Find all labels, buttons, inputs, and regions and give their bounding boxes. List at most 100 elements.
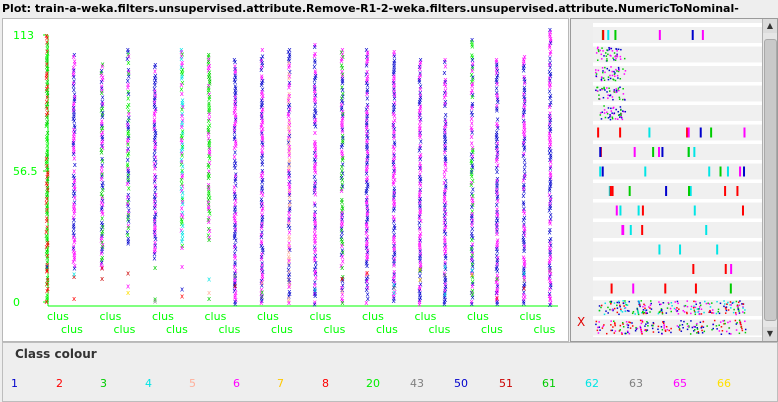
thumbnail-point[interactable] bbox=[595, 323, 597, 326]
thumbnail-mark[interactable] bbox=[739, 166, 742, 177]
thumbnail-point[interactable] bbox=[643, 311, 646, 314]
thumbnail-point[interactable] bbox=[645, 323, 647, 325]
legend-item[interactable]: 8 bbox=[322, 377, 329, 390]
thumbnail-point[interactable] bbox=[606, 111, 608, 113]
thumbnail-point[interactable] bbox=[725, 306, 728, 308]
thumbnail-point[interactable] bbox=[607, 94, 609, 96]
thumbnail-point[interactable] bbox=[652, 324, 654, 327]
thumbnail-point[interactable] bbox=[609, 115, 612, 117]
thumbnail-point[interactable] bbox=[624, 307, 627, 309]
thumbnail-point[interactable] bbox=[695, 324, 698, 326]
thumbnail-point[interactable] bbox=[709, 309, 711, 312]
thumbnail-mark[interactable] bbox=[689, 186, 692, 196]
thumbnail-point[interactable] bbox=[614, 324, 616, 327]
thumbnail-point[interactable] bbox=[622, 88, 624, 90]
scroll-up-icon[interactable]: ▲ bbox=[763, 19, 777, 33]
thumbnail-point[interactable] bbox=[609, 77, 612, 80]
thumbnail-point[interactable] bbox=[737, 301, 740, 304]
thumbnail-point[interactable] bbox=[604, 66, 606, 69]
thumbnail-point[interactable] bbox=[678, 326, 680, 328]
thumbnail-point[interactable] bbox=[598, 326, 601, 328]
thumbnail-point[interactable] bbox=[610, 303, 612, 305]
thumbnail-mark[interactable] bbox=[619, 127, 622, 138]
thumbnail-point[interactable] bbox=[634, 313, 636, 315]
thumbnail-point[interactable] bbox=[737, 308, 740, 311]
thumbnail-point[interactable] bbox=[626, 324, 629, 326]
thumbnail-point[interactable] bbox=[639, 319, 642, 322]
thumbnail-point[interactable] bbox=[613, 89, 616, 91]
thumbnail-point[interactable] bbox=[676, 325, 679, 327]
thumbnail-point[interactable] bbox=[739, 321, 741, 323]
thumbnail-point[interactable] bbox=[671, 304, 673, 307]
thumbnail-point[interactable] bbox=[603, 55, 605, 57]
thumbnail-mark[interactable] bbox=[602, 30, 605, 40]
thumbnail-point[interactable] bbox=[702, 326, 705, 329]
thumbnail-point[interactable] bbox=[652, 321, 655, 324]
thumbnail-point[interactable] bbox=[614, 79, 617, 82]
thumbnail-point[interactable] bbox=[603, 112, 606, 114]
legend-item[interactable]: 2 bbox=[56, 377, 63, 390]
thumbnail-mark[interactable] bbox=[601, 166, 604, 177]
thumbnail-point[interactable] bbox=[613, 302, 616, 304]
thumbnail-point[interactable] bbox=[615, 68, 617, 71]
thumbnail-point[interactable] bbox=[636, 327, 639, 330]
thumbnail-point[interactable] bbox=[606, 91, 608, 93]
thumbnail-point[interactable] bbox=[723, 323, 725, 325]
attribute-thumbnail[interactable] bbox=[593, 85, 763, 102]
thumbnail-mark[interactable] bbox=[628, 186, 631, 196]
thumbnail-point[interactable] bbox=[661, 310, 663, 313]
thumbnail-point[interactable] bbox=[595, 69, 597, 71]
thumbnail-mark[interactable] bbox=[708, 166, 711, 177]
thumbnail-point[interactable] bbox=[610, 324, 612, 326]
thumbnail-point[interactable] bbox=[597, 49, 600, 51]
thumbnail-point[interactable] bbox=[640, 331, 643, 334]
thumbnail-point[interactable] bbox=[614, 72, 616, 74]
thumbnail-point[interactable] bbox=[604, 52, 607, 54]
thumbnail-point[interactable] bbox=[598, 94, 600, 96]
thumbnail-point[interactable] bbox=[696, 327, 698, 329]
thumbnail-mark[interactable] bbox=[615, 205, 618, 216]
thumbnail-point[interactable] bbox=[738, 312, 741, 314]
thumbnail-point[interactable] bbox=[729, 301, 732, 303]
thumbnail-point[interactable] bbox=[616, 307, 619, 309]
legend-item[interactable]: 20 bbox=[366, 377, 380, 390]
thumbnail-point[interactable] bbox=[628, 300, 631, 303]
thumbnail-point[interactable] bbox=[716, 328, 718, 330]
thumbnail-mark[interactable] bbox=[687, 147, 690, 157]
thumbnail-mark[interactable] bbox=[686, 127, 689, 138]
thumbnail-point[interactable] bbox=[606, 59, 608, 62]
thumbnail-point[interactable] bbox=[600, 76, 603, 78]
thumbnail-point[interactable] bbox=[657, 328, 659, 331]
thumbnail-point[interactable] bbox=[699, 302, 701, 304]
thumbnail-point[interactable] bbox=[720, 333, 723, 335]
thumbnail-point[interactable] bbox=[622, 110, 625, 113]
thumbnail-mark[interactable] bbox=[599, 166, 602, 177]
thumbnail-point[interactable] bbox=[686, 305, 689, 308]
thumbnail-point[interactable] bbox=[621, 322, 624, 324]
thumbnail-point[interactable] bbox=[703, 311, 705, 314]
thumbnail-point[interactable] bbox=[660, 309, 663, 312]
thumbnail-point[interactable] bbox=[705, 302, 708, 305]
thumbnail-point[interactable] bbox=[603, 105, 605, 107]
thumbnail-point[interactable] bbox=[729, 304, 731, 306]
thumbnail-point[interactable] bbox=[623, 73, 626, 75]
thumbnail-point[interactable] bbox=[704, 300, 706, 303]
thumbnail-point[interactable] bbox=[646, 312, 648, 314]
thumbnail-point[interactable] bbox=[604, 89, 606, 91]
thumbnail-point[interactable] bbox=[678, 308, 680, 310]
thumbnail-point[interactable] bbox=[682, 309, 685, 312]
thumbnail-point[interactable] bbox=[661, 328, 664, 331]
thumbnail-point[interactable] bbox=[687, 325, 689, 328]
thumbnail-mark[interactable] bbox=[687, 127, 690, 138]
thumbnail-point[interactable] bbox=[637, 312, 640, 314]
thumbnail-point[interactable] bbox=[600, 118, 603, 120]
thumbnail-point[interactable] bbox=[626, 309, 629, 312]
thumbnail-point[interactable] bbox=[620, 109, 622, 111]
thumbnail-point[interactable] bbox=[611, 50, 614, 52]
thumbnail-mark[interactable] bbox=[699, 127, 702, 138]
thumbnail-point[interactable] bbox=[730, 333, 732, 335]
thumbnail-point[interactable] bbox=[729, 320, 731, 323]
thumbnail-point[interactable] bbox=[610, 301, 612, 304]
thumbnail-point[interactable] bbox=[631, 312, 634, 315]
thumbnail-point[interactable] bbox=[609, 54, 611, 57]
